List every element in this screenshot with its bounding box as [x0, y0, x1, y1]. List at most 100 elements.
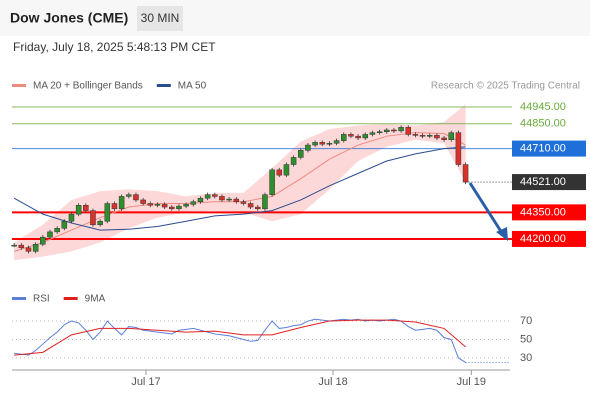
candle: [298, 150, 304, 158]
candle: [376, 131, 383, 134]
x-tick-label: Jul 17: [131, 376, 160, 388]
candle: [369, 132, 376, 135]
candle: [118, 196, 125, 210]
header-bar: [0, 0, 590, 36]
candle: [305, 144, 311, 151]
y-tick-label: 50: [520, 333, 532, 345]
x-tick-label: Jul 19: [457, 376, 486, 388]
candle: [169, 206, 175, 210]
candle: [133, 194, 139, 201]
candle: [68, 213, 75, 222]
rsi-ma-line: [14, 319, 466, 356]
candle: [183, 204, 189, 207]
candle: [219, 196, 225, 201]
x-tick-label: Jul 18: [318, 376, 347, 388]
candle: [240, 201, 247, 204]
candle: [419, 135, 426, 137]
candle: [398, 127, 404, 132]
timeframe-button[interactable]: [137, 6, 183, 31]
candle: [75, 205, 82, 215]
candle: [283, 164, 290, 176]
candle: [126, 194, 132, 197]
instrument-title: Dow Jones (CME): [10, 10, 128, 26]
candle: [161, 204, 168, 208]
candle: [25, 247, 32, 252]
candle: [11, 244, 17, 247]
candle: [204, 194, 211, 199]
candle: [40, 236, 46, 245]
candle: [276, 169, 283, 176]
level-label-box: [512, 230, 586, 247]
candle: [434, 135, 440, 139]
candle: [147, 203, 154, 206]
forecast-arrowhead: [496, 227, 508, 241]
level-label: 44850.00: [520, 118, 566, 130]
candle: [226, 198, 232, 201]
candle: [448, 132, 455, 140]
candle: [255, 206, 261, 210]
candle: [269, 169, 275, 195]
legend-label: 9MA: [85, 294, 106, 305]
ma50-line: [13, 146, 466, 231]
candle: [61, 220, 68, 229]
candle: [32, 244, 39, 252]
legend-label: MA 20 + Bollinger Bands: [33, 81, 143, 92]
candle: [54, 228, 60, 233]
level-label-box: [512, 174, 586, 191]
candle: [441, 137, 447, 140]
candle: [383, 129, 390, 133]
candle: [97, 220, 103, 226]
candle: [462, 164, 469, 183]
candle: [233, 198, 240, 202]
forecast-arrow: [468, 182, 504, 234]
candle: [391, 129, 397, 132]
candle: [83, 205, 89, 211]
level-label-box: [512, 204, 586, 221]
candle: [262, 194, 268, 210]
level-label: 44350.00: [520, 206, 566, 218]
candle: [247, 203, 254, 208]
candle: [176, 205, 182, 210]
datetime: Friday, July 18, 2025 5:48:13 PM CET: [13, 40, 216, 54]
candle: [312, 142, 318, 146]
candle: [455, 132, 462, 165]
candle: [212, 194, 218, 197]
candle: [140, 199, 146, 204]
level-label: 44945.00: [520, 101, 566, 113]
candle: [362, 134, 369, 139]
candle: [319, 142, 326, 145]
candle: [18, 244, 25, 249]
candle: [405, 127, 412, 135]
legend-label: MA 50: [178, 81, 207, 92]
y-tick-label: 70: [520, 315, 532, 327]
legend-label: RSI: [33, 294, 50, 305]
candle: [90, 210, 96, 226]
level-label-box: [512, 140, 586, 157]
candle: [348, 134, 354, 137]
candle: [154, 204, 161, 206]
candle: [190, 201, 197, 205]
candle: [111, 203, 118, 210]
legend-swatch: [156, 84, 171, 87]
rsi-line: [14, 318, 466, 363]
timeframe-label: 30 MIN: [141, 11, 180, 25]
candle: [341, 134, 347, 141]
bollinger-band: [14, 104, 466, 261]
candle: [355, 135, 361, 139]
candle: [104, 203, 111, 222]
level-label: 44710.00: [520, 142, 566, 154]
legend-swatch: [12, 297, 26, 300]
level-label: 44521.00: [520, 176, 566, 188]
y-tick-label: 30: [520, 352, 532, 364]
legend-swatch: [63, 297, 78, 300]
candle: [326, 143, 333, 145]
candle: [197, 197, 204, 202]
candle: [47, 231, 53, 238]
candle: [426, 135, 433, 137]
candle: [333, 140, 340, 144]
watermark: Research © 2025 Trading Central: [431, 81, 580, 92]
candle: [290, 157, 297, 165]
legend-swatch: [12, 84, 26, 87]
candle: [412, 134, 419, 136]
